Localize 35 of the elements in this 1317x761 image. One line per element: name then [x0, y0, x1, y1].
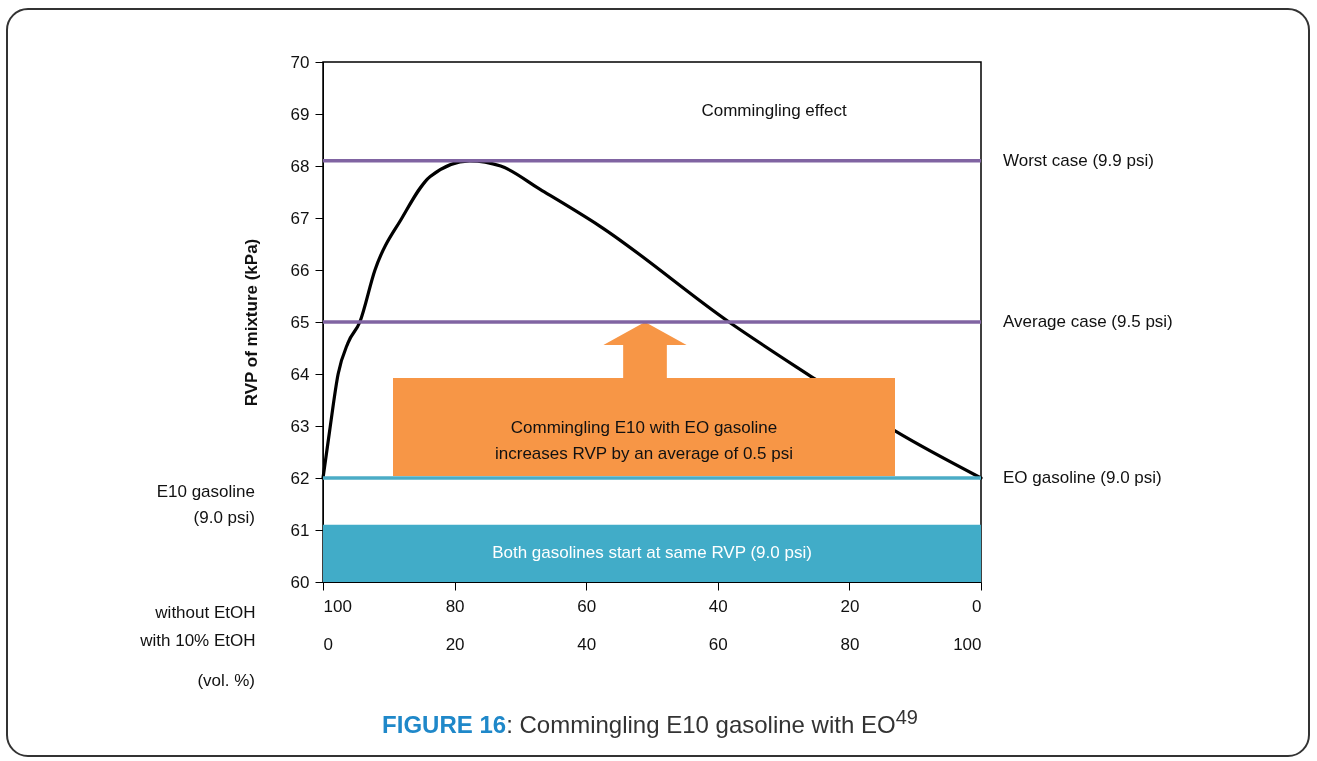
x2-tick-label: 40 — [708, 596, 728, 616]
y-tick-label: 65 — [290, 312, 310, 332]
x2-tick-label: 80 — [445, 596, 465, 616]
x2-tick-label: 0 — [972, 596, 982, 616]
text: E10 gasoline (9.0 psi) — [156, 482, 255, 527]
y-tick-label: 61 — [290, 520, 310, 540]
y-tick-label: 67 — [290, 208, 310, 228]
annotation: Commingling effect — [701, 101, 847, 120]
x-tick-label: 40 — [577, 634, 597, 654]
x-tick-label: 100 — [953, 634, 982, 654]
ref-line-label: Worst case (9.9 psi) — [1003, 150, 1154, 170]
band-label: Both gasolines start at same RVP (9.0 psi) — [492, 543, 812, 563]
y-tick-label: 70 — [290, 52, 310, 72]
y-tick-label: 60 — [290, 572, 310, 592]
x2-axis-title: without EtOH — [154, 602, 256, 622]
y-tick-label: 69 — [290, 104, 310, 124]
x-tick-label: 60 — [708, 634, 728, 654]
annotation: Commingling E10 with EO gasoline increases RVP by an average of 0.5 psi — [495, 418, 793, 463]
x2-tick-label: 100 — [323, 596, 352, 616]
x-tick-label: 80 — [840, 634, 860, 654]
y-tick-label: 68 — [290, 156, 310, 176]
ref-line-label: Average case (9.5 psi) — [1003, 312, 1173, 331]
y-tick-label: 64 — [290, 364, 310, 384]
x2-tick-label: 20 — [840, 596, 860, 616]
ref-line-label: EO gasoline (9.0 psi) — [1003, 468, 1162, 487]
y-axis-title: RVP of mixture (kPa) — [241, 238, 261, 407]
x-tick-label: 0 — [323, 634, 333, 654]
x-tick-label: 20 — [445, 634, 465, 654]
x2-tick-label: 60 — [577, 596, 597, 616]
text: FIGURE 16: Commingling E10 gasoline with EO$^{49}$ — [382, 706, 918, 738]
x-axis-title: with 10% EtOH — [139, 630, 256, 650]
text: (vol. %) — [197, 671, 255, 690]
y-tick-label: 66 — [290, 260, 310, 280]
y-tick-label: 63 — [290, 416, 310, 436]
y-tick-label: 62 — [290, 468, 310, 488]
